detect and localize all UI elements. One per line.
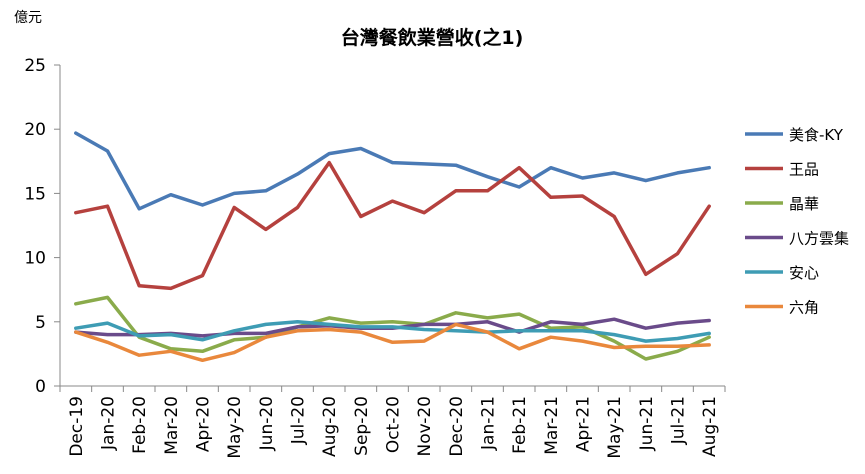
legend-label: 安心: [789, 264, 819, 282]
x-tick-label: Jul-21: [669, 396, 689, 445]
x-tick-label: Nov-20: [415, 396, 435, 457]
legend-label: 王品: [789, 161, 819, 179]
x-tick-label: Apr-21: [574, 396, 594, 452]
legend-label: 六角: [789, 299, 819, 317]
x-tick-label: Aug-21: [700, 396, 720, 457]
legend-label: 晶華: [789, 195, 819, 213]
legend-label: 美食-KY: [789, 126, 844, 144]
y-axis-unit-label: 億元: [14, 10, 42, 26]
x-tick-label: Apr-20: [194, 396, 214, 452]
legend-label: 八方雲集: [789, 230, 849, 248]
x-tick-label: Feb-21: [510, 396, 530, 454]
x-tick-label: Mar-20: [162, 396, 182, 455]
series-line-2: [74, 160, 711, 291]
x-tick-label: Mar-21: [542, 396, 562, 455]
y-tick-label: 20: [24, 120, 46, 140]
x-tick-label: May-20: [225, 396, 245, 459]
plot-series: [74, 131, 711, 363]
x-tick-label: Jun-20: [257, 396, 277, 451]
x-tick-label: Oct-20: [384, 396, 404, 453]
x-tick-label: Dec-19: [67, 396, 87, 457]
series-line-6: [74, 322, 711, 363]
x-tick-label: Aug-20: [320, 396, 340, 457]
y-tick-label: 10: [24, 249, 46, 269]
x-tick-label: Jun-21: [637, 396, 657, 451]
x-tick-label: Dec-20: [447, 396, 467, 457]
x-tick-label: May-21: [605, 396, 625, 459]
chart-title: 台灣餐飲業營收(之1): [341, 26, 524, 49]
x-axis: Dec-19 Jan-20 Feb-20 Mar-20 Apr-20 May-20 Jun-…: [59, 385, 726, 459]
y-tick-label: 0: [35, 377, 46, 397]
x-tick-label: Sep-20: [352, 396, 372, 456]
x-tick-label: Jan-20: [99, 396, 119, 451]
series-line-1: [74, 131, 711, 211]
series-line-3: [74, 295, 711, 361]
x-tick-label: Jul-20: [289, 396, 309, 445]
y-tick-label: 5: [35, 313, 46, 333]
series-line-5: [74, 320, 711, 343]
x-tick-label: Jan-21: [479, 396, 499, 451]
y-tick-label: 15: [24, 184, 46, 204]
y-axis: 0 5 10 15 20 25: [24, 56, 61, 397]
y-tick-label: 25: [24, 56, 46, 76]
x-tick-label: Feb-20: [130, 396, 150, 454]
